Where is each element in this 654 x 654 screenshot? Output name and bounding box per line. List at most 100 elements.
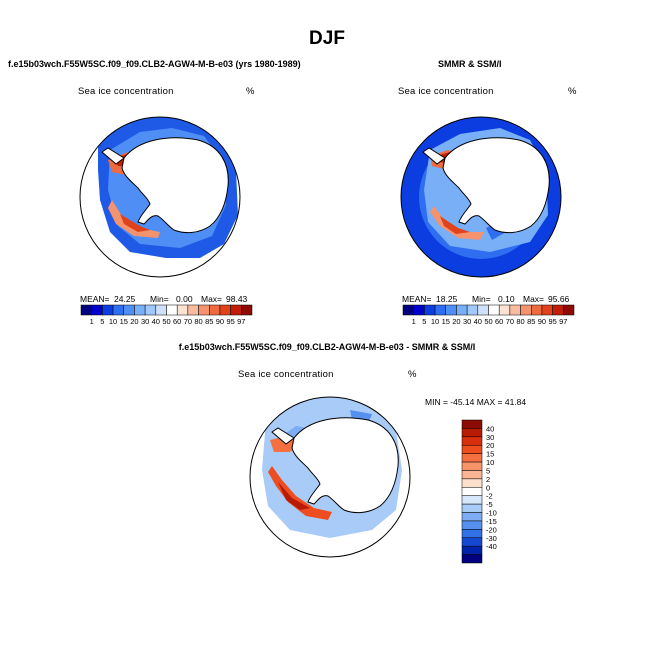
diff-map xyxy=(249,396,411,558)
model-heading: f.e15b03wch.F55W5SC.f09_f09.CLB2-AGW4-M-… xyxy=(8,59,301,69)
obs-colorbar-tick-label: 90 xyxy=(538,317,546,326)
diff-colorbar-swatch xyxy=(461,529,483,539)
season-title: DJF xyxy=(309,28,345,49)
model-map xyxy=(79,116,241,278)
model-colorbar-tick-label: 80 xyxy=(194,317,202,326)
obs-colorbar-swatch xyxy=(498,304,511,316)
model-colorbar-tick-label: 70 xyxy=(184,317,192,326)
model-colorbar-swatch xyxy=(155,304,167,316)
obs-max-label: Max= xyxy=(523,294,545,304)
model-colorbar-tick-label: 20 xyxy=(130,317,138,326)
model-colorbar-swatch xyxy=(123,304,135,316)
diff-heading: f.e15b03wch.F55W5SC.f09_f09.CLB2-AGW4-M-… xyxy=(178,342,476,352)
model-mean-label: MEAN= xyxy=(80,294,110,304)
model-max-value: 98.43 xyxy=(226,294,248,304)
model-colorbar-swatch xyxy=(91,304,103,316)
obs-colorbar-tick-label: 30 xyxy=(463,317,471,326)
obs-colorbar-swatch xyxy=(424,304,436,316)
diff-colorbar-tick-label: 15 xyxy=(486,450,494,459)
model-colorbar-swatch xyxy=(134,304,146,316)
model-colorbar-tick-label: 90 xyxy=(216,317,224,326)
diff-colorbar-swatch xyxy=(461,470,483,480)
obs-colorbar-swatch xyxy=(434,304,446,316)
model-colorbar-swatch xyxy=(230,304,242,316)
model-colorbar-swatch xyxy=(112,304,124,316)
diff-colorbar-tick-label: -40 xyxy=(486,542,497,551)
diff-colorbar-tick-label: -10 xyxy=(486,509,497,518)
diff-colorbar-swatch xyxy=(461,419,483,429)
diff-colorbar-swatch xyxy=(461,545,483,555)
obs-min-label: Min= xyxy=(472,294,491,304)
diff-colorbar-tick-label: -2 xyxy=(486,492,493,501)
model-colorbar-tick-label: 30 xyxy=(141,317,149,326)
model-max-label: Max= xyxy=(201,294,223,304)
obs-min-value: 0.10 xyxy=(498,294,515,304)
obs-colorbar-swatch xyxy=(413,304,425,316)
model-colorbar-swatch xyxy=(176,304,189,316)
model-colorbar-tick-label: 50 xyxy=(162,317,170,326)
diff-colorbar-tick-label: 10 xyxy=(486,458,494,467)
diff-colorbar-swatch xyxy=(461,512,483,522)
diff-unit-label: % xyxy=(408,369,417,380)
diff-colorbar-tick-label: 30 xyxy=(486,433,494,442)
model-colorbar-tick-label: 85 xyxy=(205,317,213,326)
obs-unit-label: % xyxy=(568,86,577,97)
diff-colorbar-swatch xyxy=(461,478,483,488)
diff-colorbar-tick-label: 40 xyxy=(486,424,494,433)
diff-colorbar-tick-label: -30 xyxy=(486,534,497,543)
diff-colorbar-swatch xyxy=(461,554,483,564)
obs-mean-value: 18.25 xyxy=(436,294,458,304)
diff-colorbar-swatch xyxy=(461,503,483,513)
obs-colorbar-tick-label: 5 xyxy=(422,317,426,326)
obs-colorbar-tick-label: 50 xyxy=(484,317,492,326)
model-min-value: 0.00 xyxy=(176,294,193,304)
obs-colorbar-tick-label: 40 xyxy=(474,317,482,326)
obs-colorbar-swatch xyxy=(541,304,553,316)
model-colorbar-tick-label: 97 xyxy=(237,317,245,326)
obs-colorbar-swatch xyxy=(531,304,543,316)
obs-field-label: Sea ice concentration xyxy=(398,86,494,97)
obs-colorbar-tick-label: 1 xyxy=(412,317,416,326)
obs-colorbar-tick-label: 70 xyxy=(506,317,514,326)
diff-colorbar-tick-label: -15 xyxy=(486,517,497,526)
obs-colorbar-swatch xyxy=(402,304,414,316)
model-unit-label: % xyxy=(246,86,255,97)
diff-colorbar-swatch xyxy=(461,444,483,454)
model-min-label: Min= xyxy=(150,294,169,304)
diff-colorbar-swatch xyxy=(461,461,483,471)
model-field-label: Sea ice concentration xyxy=(78,86,174,97)
model-colorbar-tick-label: 40 xyxy=(152,317,160,326)
obs-colorbar-tick-label: 15 xyxy=(442,317,450,326)
model-colorbar-tick-label: 10 xyxy=(109,317,117,326)
model-colorbar-swatch xyxy=(209,304,221,316)
model-colorbar: 1 5 10 15 20 30 40 50 60 70 80 85 90 95 97 xyxy=(80,304,253,326)
diff-colorbar-swatch xyxy=(461,453,483,463)
model-colorbar-swatch xyxy=(241,304,253,316)
obs-colorbar-swatch xyxy=(456,304,468,316)
obs-colorbar-swatch xyxy=(520,304,532,316)
model-colorbar-tick-label: 60 xyxy=(173,317,181,326)
model-colorbar-swatch xyxy=(198,304,210,316)
obs-map xyxy=(400,116,562,278)
model-colorbar-swatch xyxy=(219,304,231,316)
obs-heading: SMMR & SSM/I xyxy=(438,59,502,69)
diff-colorbar-swatch xyxy=(461,436,483,446)
obs-colorbar-swatch xyxy=(488,304,500,316)
obs-colorbar-tick-label: 20 xyxy=(452,317,460,326)
obs-colorbar-tick-label: 95 xyxy=(548,317,556,326)
obs-colorbar-tick-label: 10 xyxy=(431,317,439,326)
obs-max-value: 95.66 xyxy=(548,294,570,304)
model-colorbar-tick-label: 15 xyxy=(120,317,128,326)
diff-colorbar-tick-label: 0 xyxy=(486,483,490,492)
obs-colorbar-tick-label: 97 xyxy=(559,317,567,326)
obs-colorbar-swatch xyxy=(552,304,564,316)
diff-colorbar-tick-label: 5 xyxy=(486,466,490,475)
model-mean-value: 24.25 xyxy=(114,294,136,304)
diff-minmax: MIN = -45.14 MAX = 41.84 xyxy=(425,397,527,407)
model-colorbar-swatch xyxy=(144,304,157,316)
model-colorbar-tick-label: 5 xyxy=(100,317,104,326)
obs-colorbar-tick-label: 80 xyxy=(516,317,524,326)
diff-colorbar-swatch xyxy=(461,487,483,496)
